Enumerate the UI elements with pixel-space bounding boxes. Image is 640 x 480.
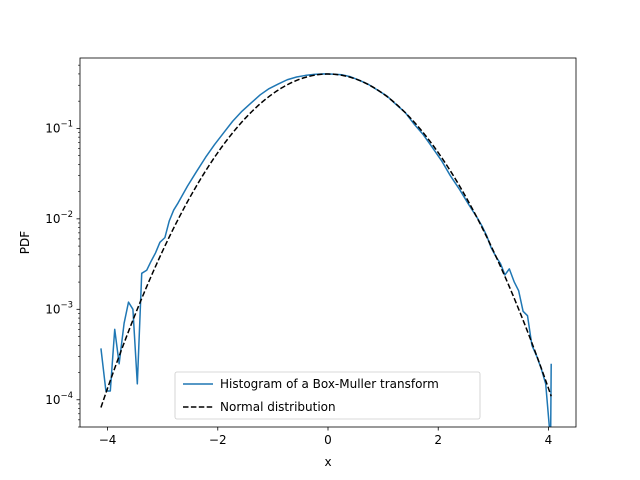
y-tick-label: 10−1 bbox=[45, 119, 73, 135]
y-tick-label: 10−3 bbox=[45, 300, 73, 316]
x-tick-label: −4 bbox=[99, 433, 117, 447]
x-axis-label: x bbox=[324, 455, 331, 469]
y-tick-label: 10−2 bbox=[45, 210, 73, 226]
legend-frame bbox=[174, 371, 481, 420]
series-line-normal bbox=[100, 73, 552, 408]
legend-label-normal: Normal distribution bbox=[220, 400, 336, 414]
legend: Histogram of a Box-Muller transform Norm… bbox=[174, 371, 481, 420]
x-tick-label: 0 bbox=[324, 433, 332, 447]
series-line-histogram bbox=[100, 73, 552, 427]
ticks-layer: −4 −2 0 2 4 10−4 10−3 10−2 10−1 bbox=[45, 64, 553, 447]
x-tick-label: −2 bbox=[209, 433, 227, 447]
x-tick-label: 2 bbox=[434, 433, 442, 447]
series-layer bbox=[100, 73, 552, 427]
legend-label-histogram: Histogram of a Box-Muller transform bbox=[220, 377, 439, 391]
y-axis-label: PDF bbox=[18, 231, 32, 254]
y-tick-label: 10−4 bbox=[45, 391, 73, 407]
x-tick-label: 4 bbox=[545, 433, 553, 447]
